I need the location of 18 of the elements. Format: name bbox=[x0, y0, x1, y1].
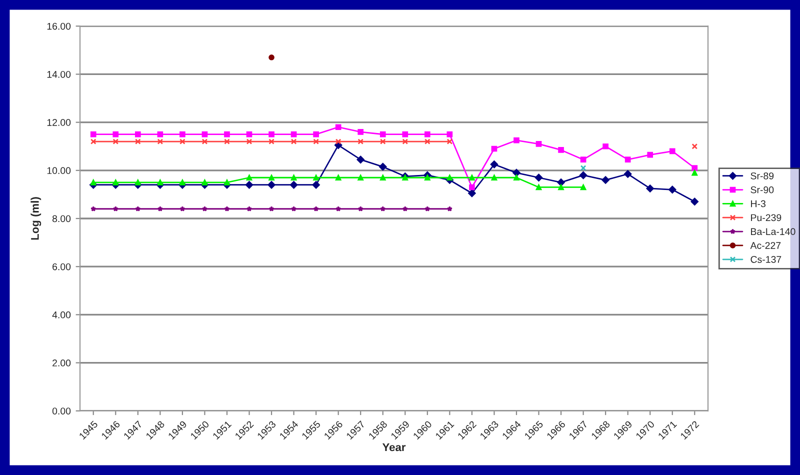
y-tick-label: 16.00 bbox=[47, 22, 71, 30]
y-tick-label: 6.00 bbox=[52, 263, 71, 270]
y-tick-label: 8.00 bbox=[52, 215, 71, 222]
legend-label: H-3 bbox=[751, 200, 766, 208]
x-axis-title: Year bbox=[382, 443, 406, 452]
legend-label: Sr-90 bbox=[750, 186, 774, 194]
legend-label: Cs-137 bbox=[750, 256, 782, 263]
y-tick-label: 0.00 bbox=[52, 408, 71, 414]
y-tick-label: 4.00 bbox=[52, 311, 71, 318]
y-tick-label: 10.00 bbox=[47, 167, 71, 174]
y-axis-title: Log (ml) bbox=[30, 197, 42, 240]
y-tick-label: 14.00 bbox=[47, 70, 71, 78]
y-tick-label: 12.00 bbox=[47, 119, 71, 126]
legend-label: Ac-227 bbox=[750, 242, 781, 249]
legend-label: Ba-La-140 bbox=[751, 228, 796, 236]
legend-label: Pu-239 bbox=[751, 214, 782, 222]
y-tick-label: 2.00 bbox=[52, 360, 71, 366]
legend-label: Sr-89 bbox=[750, 172, 774, 180]
